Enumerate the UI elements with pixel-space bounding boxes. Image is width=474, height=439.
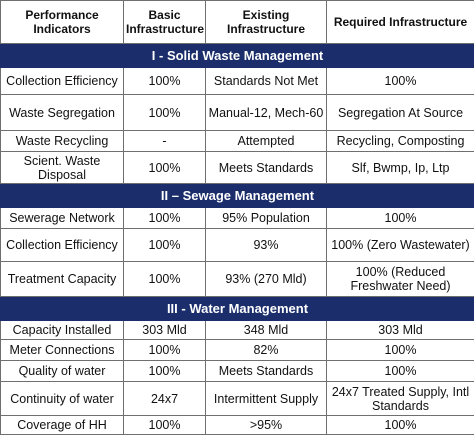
required-cell: 24x7 Treated Supply, Intl Standards [326, 381, 474, 416]
existing-cell: 93% (270 Mld) [205, 261, 327, 297]
section-row-water: III - Water Management [0, 296, 474, 321]
basic-cell: 100% [123, 67, 206, 95]
indicator-cell: Continuity of water [0, 381, 124, 416]
table-row: Coverage of HH 100% >95% 100% [0, 415, 474, 435]
section-row-solid-waste: I - Solid Waste Management [0, 43, 474, 68]
table-row: Treatment Capacity 100% 93% (270 Mld) 10… [0, 261, 474, 297]
basic-cell: 100% [123, 228, 206, 262]
existing-cell: Meets Standards [205, 151, 327, 184]
existing-cell: Attempted [205, 130, 327, 152]
basic-cell: 100% [123, 94, 206, 131]
header-existing-infrastructure: Existing Infrastructure [205, 0, 327, 44]
indicator-cell: Collection Efficiency [0, 67, 124, 95]
table-row: Waste Segregation 100% Manual-12, Mech-6… [0, 94, 474, 131]
basic-cell: 303 Mld [123, 320, 206, 340]
table-row: Collection Efficiency 100% 93% 100% (Zer… [0, 228, 474, 262]
existing-cell: Manual-12, Mech-60 [205, 94, 327, 131]
section-title: III - Water Management [0, 296, 474, 321]
required-cell: 100% [326, 360, 474, 382]
required-cell: Recycling, Composting [326, 130, 474, 152]
indicator-cell: Treatment Capacity [0, 261, 124, 297]
header-required-infrastructure: Required Infrastructure [326, 0, 474, 44]
section-row-sewage: II – Sewage Management [0, 183, 474, 208]
required-cell: 100% [326, 339, 474, 361]
existing-cell: >95% [205, 415, 327, 435]
table-row: Capacity Installed 303 Mld 348 Mld 303 M… [0, 320, 474, 340]
table-row: Waste Recycling - Attempted Recycling, C… [0, 130, 474, 152]
basic-cell: 100% [123, 207, 206, 229]
indicator-cell: Scient. Waste Disposal [0, 151, 124, 184]
existing-cell: 82% [205, 339, 327, 361]
indicator-cell: Waste Recycling [0, 130, 124, 152]
required-cell: 100% [326, 415, 474, 435]
table-row: Meter Connections 100% 82% 100% [0, 339, 474, 361]
basic-cell: 100% [123, 261, 206, 297]
existing-cell: Standards Not Met [205, 67, 327, 95]
required-cell: Segregation At Source [326, 94, 474, 131]
indicator-cell: Coverage of HH [0, 415, 124, 435]
existing-cell: Meets Standards [205, 360, 327, 382]
existing-cell: 348 Mld [205, 320, 327, 340]
required-cell: 100% (Zero Wastewater) [326, 228, 474, 262]
required-cell: 303 Mld [326, 320, 474, 340]
indicator-cell: Waste Segregation [0, 94, 124, 131]
required-cell: 100% [326, 207, 474, 229]
header-basic-infrastructure: Basic Infrastructure [123, 0, 206, 44]
table-row: Scient. Waste Disposal 100% Meets Standa… [0, 151, 474, 184]
table-row: Continuity of water 24x7 Intermittent Su… [0, 381, 474, 416]
indicator-cell: Sewerage Network [0, 207, 124, 229]
indicator-cell: Collection Efficiency [0, 228, 124, 262]
required-cell: Slf, Bwmp, Ip, Ltp [326, 151, 474, 184]
section-title: I - Solid Waste Management [0, 43, 474, 68]
basic-cell: 100% [123, 151, 206, 184]
indicator-cell: Meter Connections [0, 339, 124, 361]
basic-cell: 24x7 [123, 381, 206, 416]
indicator-cell: Quality of water [0, 360, 124, 382]
basic-cell: 100% [123, 360, 206, 382]
indicator-cell: Capacity Installed [0, 320, 124, 340]
header-performance-indicators: Performance Indicators [0, 0, 124, 44]
basic-cell: - [123, 130, 206, 152]
basic-cell: 100% [123, 415, 206, 435]
existing-cell: Intermittent Supply [205, 381, 327, 416]
table-row: Sewerage Network 100% 95% Population 100… [0, 207, 474, 229]
table-row: Collection Efficiency 100% Standards Not… [0, 67, 474, 95]
existing-cell: 95% Population [205, 207, 327, 229]
required-cell: 100% (Reduced Freshwater Need) [326, 261, 474, 297]
table-row: Quality of water 100% Meets Standards 10… [0, 360, 474, 382]
header-row: Performance Indicators Basic Infrastruct… [0, 0, 474, 44]
section-title: II – Sewage Management [0, 183, 474, 208]
existing-cell: 93% [205, 228, 327, 262]
required-cell: 100% [326, 67, 474, 95]
basic-cell: 100% [123, 339, 206, 361]
